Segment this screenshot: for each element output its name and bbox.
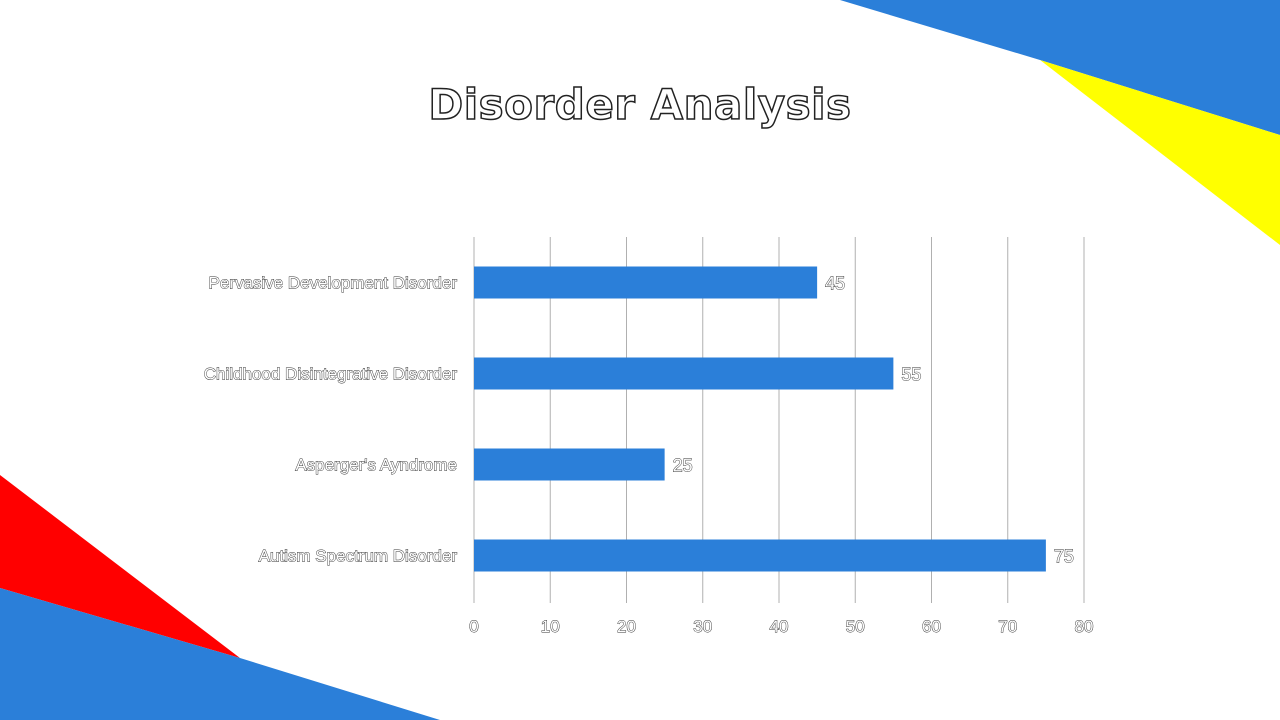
category-label-2: Childhood Disintegrative Disorder bbox=[204, 365, 458, 384]
x-tick-label-0: 0 bbox=[469, 617, 478, 636]
bar-3 bbox=[474, 448, 665, 481]
top-right-yellow-shape bbox=[1040, 60, 1280, 245]
bottom-left-blue-shape bbox=[0, 588, 440, 720]
category-label-1: Pervasive Development Disorder bbox=[209, 274, 458, 293]
bar-2 bbox=[474, 357, 894, 390]
top-right-blue-shape bbox=[840, 0, 1280, 135]
x-tick-label-70: 70 bbox=[998, 617, 1017, 636]
category-label-3: Asperger's Ayndrome bbox=[295, 456, 457, 475]
bar-1 bbox=[474, 266, 818, 299]
x-axis-tick-labels: 0 10 20 30 40 50 60 70 80 bbox=[469, 617, 1094, 637]
bottom-left-red-shape bbox=[0, 475, 240, 658]
x-tick-label-30: 30 bbox=[693, 617, 712, 636]
x-tick-label-10: 10 bbox=[541, 617, 560, 636]
x-tick-label-20: 20 bbox=[617, 617, 636, 636]
data-label-1: 45 bbox=[825, 274, 845, 294]
data-label-4: 75 bbox=[1054, 547, 1074, 567]
category-labels: Pervasive Development Disorder Childhood … bbox=[203, 273, 458, 566]
x-tick-label-80: 80 bbox=[1075, 617, 1094, 636]
x-tick-label-60: 60 bbox=[922, 617, 941, 636]
data-label-3: 25 bbox=[673, 456, 693, 476]
category-label-4: Autism Spectrum Disorder bbox=[259, 547, 458, 566]
x-tick-label-40: 40 bbox=[770, 617, 789, 636]
x-tick-label-50: 50 bbox=[846, 617, 865, 636]
data-label-2: 55 bbox=[901, 365, 921, 385]
page-title: Disorder Analysis bbox=[428, 79, 852, 130]
bars bbox=[474, 266, 1046, 572]
value-labels: 45 55 25 75 bbox=[672, 273, 1074, 567]
bar-4 bbox=[474, 539, 1046, 572]
